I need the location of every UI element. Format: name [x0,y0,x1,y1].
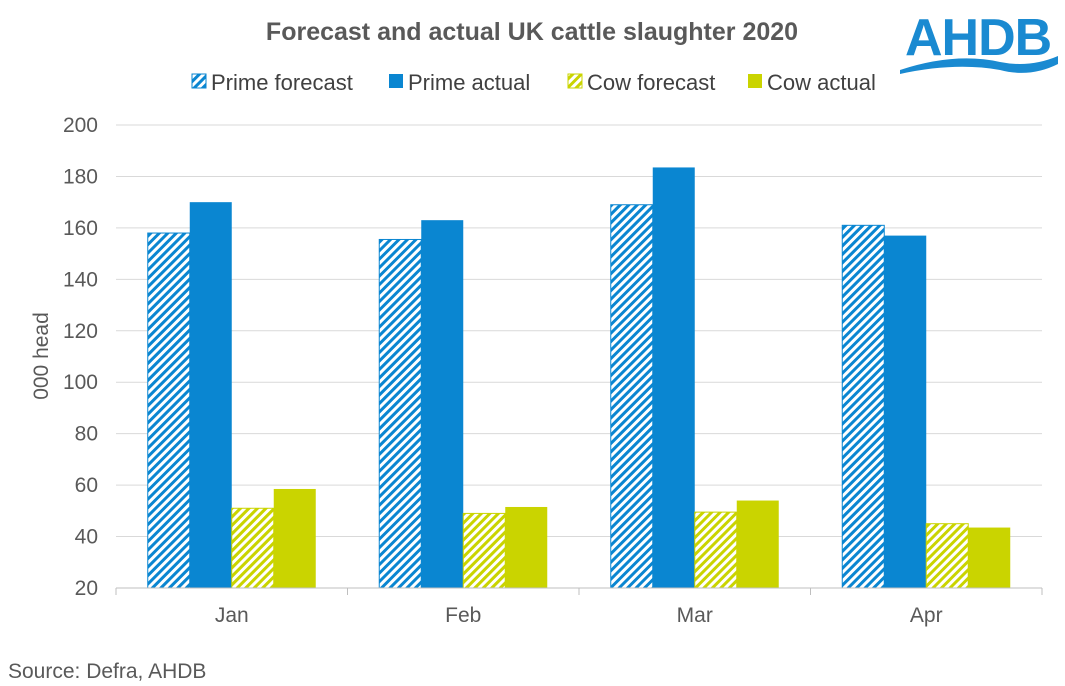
ahdb-logo: AHDB [900,9,1058,74]
y-tick-label: 40 [75,526,98,549]
y-tick-label: 80 [75,423,98,446]
legend-swatch [748,74,762,88]
bar-cow-forecast-jan [231,507,275,589]
y-tick-label: 60 [75,474,98,497]
bar-prime-forecast-jan [147,232,191,589]
x-tick-label: Feb [445,604,481,627]
bar-cow-actual-jan [273,488,316,588]
bar-cow-actual-mar [736,500,779,588]
legend-label: Cow forecast [587,70,715,95]
bar-cow-forecast-feb [462,512,506,589]
y-tick-label: 140 [63,268,98,291]
bar-prime-actual-jan [189,202,232,588]
legend-label: Prime forecast [211,70,353,95]
bar-prime-forecast-feb [378,238,422,589]
x-tick-label: Apr [910,604,943,627]
bar-prime-actual-feb [421,220,464,588]
y-tick-label: 20 [75,577,98,600]
y-tick-label: 100 [63,371,98,394]
legend-swatch [191,73,207,89]
bar-prime-actual-apr [884,235,927,588]
bar-cow-forecast-apr [925,523,969,589]
axes: 20 40 60 80 100 120 140 160 180 200 Jan Feb Mar Apr [63,114,1043,627]
bar-prime-actual-mar [652,167,695,589]
y-axis-label: 000 head [30,312,53,400]
bar-cow-actual-apr [968,527,1011,588]
legend-label: Cow actual [767,70,876,95]
legend-swatch [567,73,583,89]
bar-cow-actual-feb [505,506,548,588]
logo-text: AHDB [905,9,1051,67]
chart-title: Forecast and actual UK cattle slaughter … [266,18,798,46]
bar-cow-forecast-mar [694,511,738,589]
y-tick-label: 160 [63,217,98,240]
bar-prime-forecast-apr [841,224,885,589]
source-note: Source: Defra, AHDB [8,660,206,683]
y-tick-label: 120 [63,320,98,343]
bars [147,167,1011,589]
bar-prime-forecast-mar [610,204,654,589]
logo-wave [900,56,1058,74]
y-tick-label: 200 [63,114,98,137]
legend-swatch [389,74,403,88]
x-tick-label: Mar [677,604,713,627]
y-tick-label: 180 [63,165,98,188]
x-tick-label: Jan [215,604,249,627]
legend-label: Prime actual [408,70,530,95]
legend: Prime forecast Prime actual Cow forecast Co… [191,70,876,95]
